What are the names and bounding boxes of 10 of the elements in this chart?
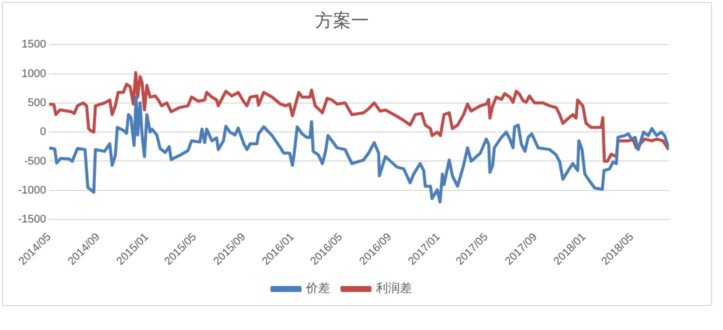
- y-tick-label: 0: [40, 126, 46, 138]
- y-tick-label: -1500: [18, 214, 46, 226]
- y-tick-label: -1000: [18, 184, 46, 196]
- y-tick-label: 500: [28, 96, 46, 109]
- legend-label: 利润差: [376, 281, 412, 296]
- chart-title: 方案一: [315, 10, 369, 32]
- y-tick-label: -500: [24, 155, 46, 168]
- y-tick-label: 1000: [22, 68, 46, 80]
- y-tick-label: 1500: [22, 38, 46, 51]
- legend-label: 价差: [305, 281, 330, 296]
